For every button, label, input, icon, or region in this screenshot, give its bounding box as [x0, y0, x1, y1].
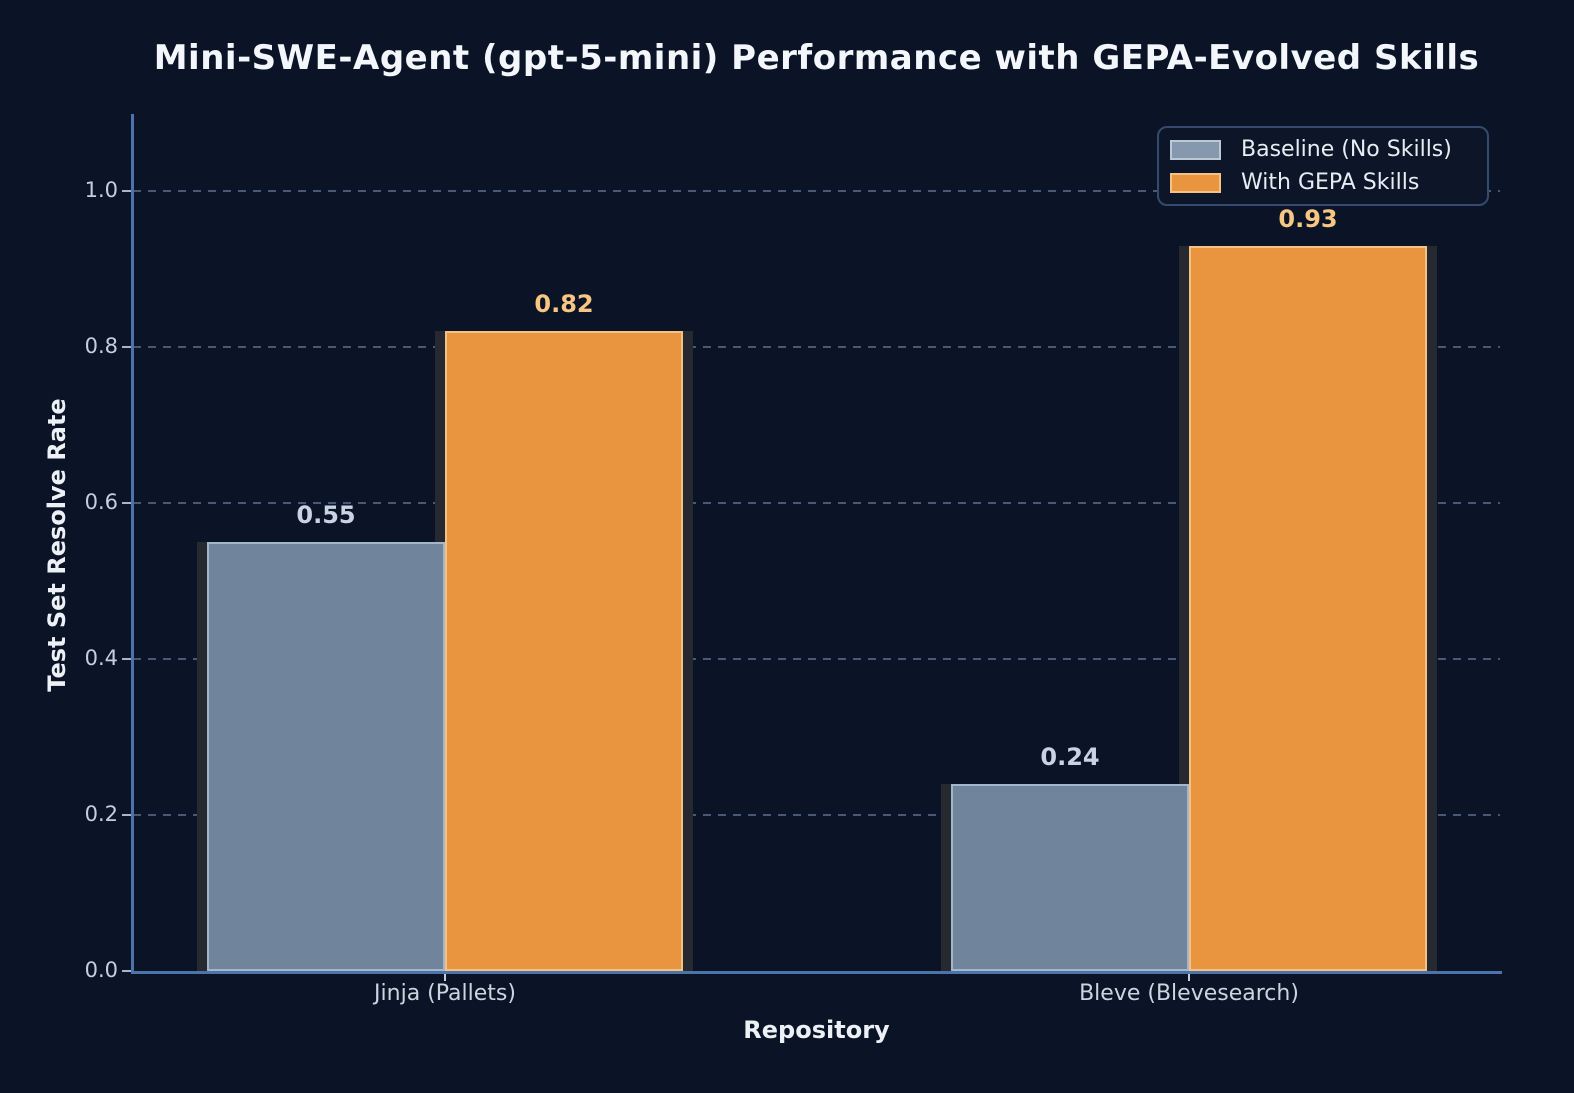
legend: Baseline (No Skills) With GEPA Skills: [1157, 126, 1489, 206]
x-axis-spine: [131, 971, 1502, 974]
y-tick-mark: [122, 970, 131, 972]
x-tick-label-bleve: Bleve (Blevesearch): [1079, 981, 1299, 1006]
x-tick-mark: [444, 974, 446, 981]
gridline-0.4: [133, 658, 1500, 660]
bar-gepa-jinja: [445, 331, 683, 971]
gridline-0.6: [133, 502, 1500, 504]
bar-baseline-jinja: [207, 542, 445, 971]
y-tick-label-0.0: 0.0: [84, 958, 118, 982]
legend-item-gepa: With GEPA Skills: [1170, 170, 1487, 195]
bar-value-label-gepa-jinja: 0.82: [534, 290, 594, 319]
legend-label: With GEPA Skills: [1241, 170, 1420, 195]
bar-gepa-bleve: [1189, 245, 1427, 971]
legend-item-baseline: Baseline (No Skills): [1170, 137, 1487, 162]
bar-baseline-bleve: [951, 783, 1189, 971]
x-tick-mark: [1188, 974, 1190, 981]
y-tick-mark: [122, 658, 131, 660]
legend-swatch-baseline-icon: [1170, 139, 1221, 160]
y-tick-mark: [122, 502, 131, 504]
legend-label: Baseline (No Skills): [1241, 137, 1452, 162]
y-axis-spine: [131, 114, 134, 974]
gridline-0.8: [133, 346, 1500, 348]
bar-value-label-gepa-bleve: 0.93: [1278, 204, 1338, 233]
bar-value-label-baseline-jinja: 0.55: [296, 501, 356, 529]
x-axis-label: Repository: [743, 1016, 890, 1044]
chart-title: Mini-SWE-Agent (gpt-5-mini) Performance …: [153, 38, 1480, 78]
gridline-0.2: [133, 814, 1500, 816]
y-tick-label-1.0: 1.0: [84, 178, 118, 202]
bar-value-label-baseline-bleve: 0.24: [1040, 742, 1100, 771]
y-tick-label-0.8: 0.8: [84, 334, 118, 358]
y-tick-label-0.4: 0.4: [84, 646, 118, 670]
y-tick-label-0.6: 0.6: [84, 490, 118, 514]
gridline-1.0: [133, 190, 1500, 192]
y-tick-mark: [122, 190, 131, 192]
y-tick-mark: [122, 814, 131, 816]
legend-swatch-gepa-icon: [1170, 172, 1221, 193]
x-tick-label-jinja: Jinja (Pallets): [374, 981, 516, 1006]
y-tick-label-0.2: 0.2: [84, 802, 118, 826]
y-tick-mark: [122, 346, 131, 348]
